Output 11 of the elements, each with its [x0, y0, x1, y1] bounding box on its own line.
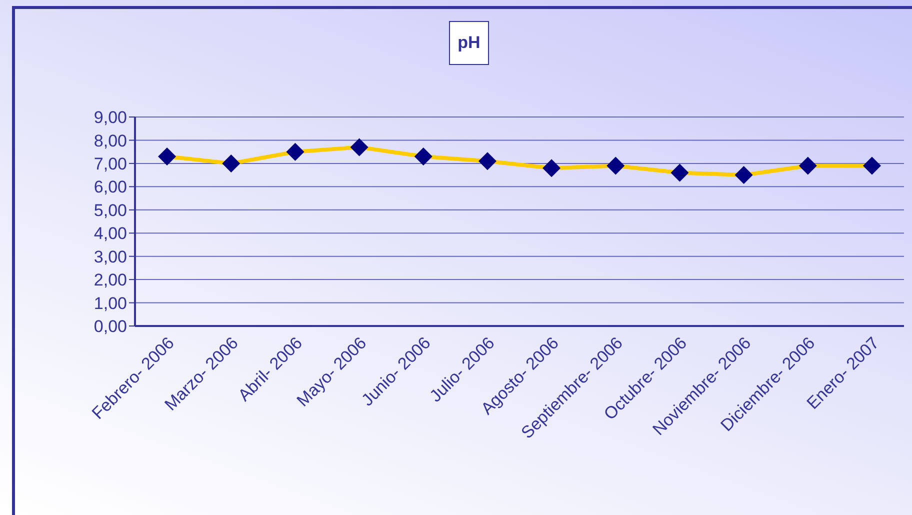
- y-tick-label: 7,00: [94, 154, 127, 174]
- y-tick-label: 3,00: [94, 247, 127, 266]
- y-tick-label: 5,00: [94, 200, 127, 220]
- y-tick-label: 1,00: [94, 294, 127, 313]
- y-tick-label: 9,00: [94, 108, 127, 128]
- y-tick-label: 6,00: [94, 178, 127, 197]
- y-tick-label: 8,00: [94, 131, 127, 150]
- y-tick-label: 0,00: [94, 317, 127, 336]
- y-tick-label: 2,00: [94, 270, 127, 290]
- chart-title: pH: [449, 21, 489, 65]
- y-tick-label: 4,00: [94, 224, 127, 244]
